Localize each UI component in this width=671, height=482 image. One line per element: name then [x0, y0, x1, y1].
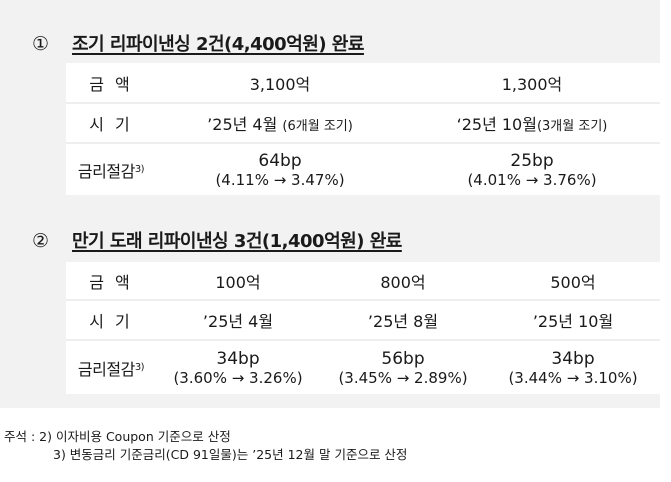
cell-amount: 1,300억	[501, 74, 563, 94]
cell-amount: 100억	[215, 272, 261, 292]
table-row-amount: 금 액 3,100억 1,300억	[66, 63, 660, 103]
footnote-3: 3) 변동금리 기준금리(CD 91일물)는 ’25년 12월 말 기준으로 산…	[53, 447, 408, 462]
saving-bp: 34bp	[216, 348, 260, 369]
cell-amount: 3,100억	[249, 74, 311, 94]
timing-value: ‘25년 10월	[456, 115, 537, 134]
saving-rates: (3.44% → 3.10%)	[508, 368, 638, 387]
row-label-amount: 금 액	[89, 272, 133, 292]
footnote-2-text: 2) 이자비용 Coupon 기준으로 산정	[39, 429, 231, 444]
table-row-saving: 금리절감3) 64bp (4.11% → 3.47%) 25bp (4.01% → …	[66, 142, 660, 195]
footnote-marker: 3)	[134, 361, 145, 373]
cell-saving: 56bp (3.45% → 2.89%)	[320, 339, 486, 394]
footnote-prefix: 주석 :	[4, 429, 40, 444]
row-label-saving: 금리절감3)	[66, 339, 156, 394]
cell-saving: 25bp (4.01% → 3.76%)	[404, 142, 660, 195]
row-label-amount: 금 액	[89, 74, 133, 94]
table-row-amount: 금 액 100억 800억 500억	[66, 262, 660, 300]
timing-note: (6개월 조기)	[282, 119, 353, 134]
table-row-timing: 시 기 ’25년 4월 (6개월 조기) ‘25년 10월(3개월 조기)	[66, 102, 660, 143]
saving-label: 금리절감	[77, 161, 135, 181]
timing-value: ’25년 4월	[207, 115, 278, 134]
cell-amount: 800억	[380, 272, 426, 292]
row-label-saving: 금리절감3)	[66, 142, 156, 195]
saving-rates: (3.60% → 3.26%)	[173, 368, 303, 387]
cell-timing: ’25년 4월 (6개월 조기)	[156, 102, 404, 143]
footnotes: 주석 : 2) 이자비용 Coupon 기준으로 산정 3) 변동금리 기준금리…	[4, 428, 407, 464]
cell-saving: 64bp (4.11% → 3.47%)	[156, 142, 404, 195]
table-row-timing: 시 기 ’25년 4월 ’25년 8월 ’25년 10월	[66, 299, 660, 340]
saving-rates: (3.45% → 2.89%)	[338, 368, 468, 387]
cell-saving: 34bp (3.60% → 3.26%)	[156, 339, 320, 394]
row-label-timing: 시 기	[66, 102, 156, 143]
section-2-table: 금 액 100억 800억 500억 시 기 ’25년 4월 ’25년 8월 ’…	[66, 262, 660, 394]
saving-bp: 56bp	[381, 348, 425, 369]
cell-timing: ’25년 8월	[320, 299, 486, 340]
cell-timing: ’25년 4월	[156, 299, 320, 340]
cell-saving: 34bp (3.44% → 3.10%)	[486, 339, 660, 394]
footnote-2: 주석 : 2) 이자비용 Coupon 기준으로 산정	[4, 428, 407, 446]
timing-note: (3개월 조기)	[536, 119, 608, 134]
saving-bp: 64bp	[258, 150, 302, 171]
footnote-marker: 3)	[134, 163, 145, 175]
saving-rates: (4.01% → 3.76%)	[467, 170, 597, 189]
row-label-timing: 시 기	[66, 299, 156, 340]
table-row-saving: 금리절감3) 34bp (3.60% → 3.26%) 56bp (3.45% → …	[66, 339, 660, 394]
section-1-table: 금 액 3,100억 1,300억 시 기 ’25년 4월 (6개월 조기) ‘…	[66, 63, 660, 195]
saving-bp: 25bp	[510, 150, 554, 171]
section-1-number: ①	[32, 33, 49, 55]
section-2-number: ②	[32, 230, 49, 252]
cell-timing: ’25년 10월	[486, 299, 660, 340]
cell-timing: ‘25년 10월(3개월 조기)	[404, 102, 660, 143]
cell-amount: 500억	[550, 272, 596, 292]
section-2-heading: 만기 도래 리파이낸싱 3건(1,400억원) 완료	[72, 231, 402, 252]
section-2-title: ② 만기 도래 리파이낸싱 3건(1,400억원) 완료	[32, 227, 402, 253]
saving-label: 금리절감	[77, 359, 135, 379]
saving-bp: 34bp	[551, 348, 595, 369]
section-1-title: ① 조기 리파이낸싱 2건(4,400억원) 완료	[32, 30, 364, 56]
section-1-heading: 조기 리파이낸싱 2건(4,400억원) 완료	[72, 34, 364, 55]
saving-rates: (4.11% → 3.47%)	[215, 170, 345, 189]
